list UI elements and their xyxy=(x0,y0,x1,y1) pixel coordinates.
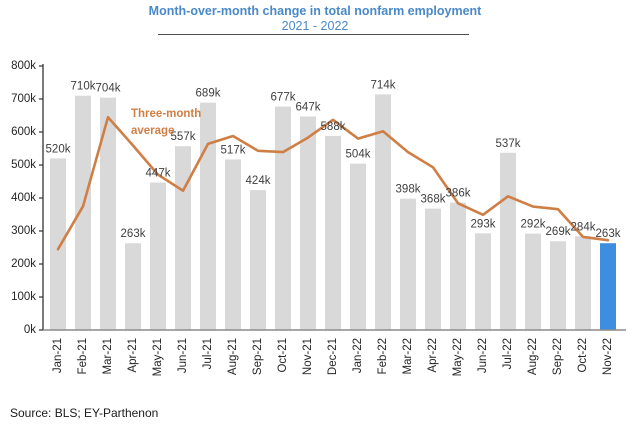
bar-Mar-22 xyxy=(400,198,416,330)
bar-Oct-22 xyxy=(575,236,591,330)
bar-Jun-22 xyxy=(475,233,491,330)
bar-value-label: 537k xyxy=(496,138,521,150)
bar-value-label: 293k xyxy=(471,218,496,230)
bar-Jan-22 xyxy=(350,163,366,330)
x-tick-label: Oct-21 xyxy=(277,338,289,373)
bar-Jan-21 xyxy=(50,158,66,330)
y-tick-label: 700k xyxy=(11,93,36,105)
y-tick-label: 400k xyxy=(11,192,36,204)
bar-value-label: 520k xyxy=(46,143,71,155)
x-tick-label: Jan-21 xyxy=(52,338,64,373)
y-tick-label: 300k xyxy=(11,225,36,237)
chart-title: Month-over-month change in total nonfarm… xyxy=(148,4,482,18)
x-tick-label: Nov-22 xyxy=(602,338,614,375)
bar-value-label: 368k xyxy=(421,194,446,206)
bar-value-label: 704k xyxy=(96,83,121,95)
three-month-average-line xyxy=(56,115,610,251)
bar-value-label: 386k xyxy=(446,188,471,200)
bar-Aug-21 xyxy=(225,159,241,330)
bar-Apr-22 xyxy=(425,208,441,330)
x-tick-label: Feb-22 xyxy=(377,338,389,374)
bar-Nov-21 xyxy=(300,116,316,331)
bar-value-label: 424k xyxy=(246,175,271,187)
bar-value-label: 398k xyxy=(396,184,421,196)
y-tick-label: 0k xyxy=(24,324,36,336)
x-tick-label: Apr-22 xyxy=(427,338,439,373)
x-tick-label: Aug-21 xyxy=(227,338,239,375)
bar-Nov-22 xyxy=(600,243,616,330)
bar-Sep-21 xyxy=(250,190,266,330)
x-tick-label: May-22 xyxy=(452,338,464,376)
bar-Mar-21 xyxy=(100,97,116,331)
bar-value-label: 588k xyxy=(321,121,346,133)
x-tick-label: Jan-22 xyxy=(352,338,364,373)
bar-value-label: 647k xyxy=(296,101,321,113)
bar-value-label: 263k xyxy=(596,228,621,240)
bar-value-label: 292k xyxy=(521,219,546,231)
bar-value-label: 517k xyxy=(221,144,246,156)
bar-value-label: 269k xyxy=(546,226,571,238)
three-month-average-label: Three-month average xyxy=(131,108,201,137)
bar-value-label: 504k xyxy=(346,149,371,161)
bar-Jul-21 xyxy=(200,102,216,330)
x-tick-label: Sep-22 xyxy=(552,338,564,375)
bar-Feb-22 xyxy=(375,94,391,330)
x-tick-label: Jul-21 xyxy=(202,338,214,369)
bar-Jul-22 xyxy=(500,152,516,330)
bar-value-label: 263k xyxy=(121,228,146,240)
bar-Aug-22 xyxy=(525,233,541,330)
x-tick-label: Jun-22 xyxy=(477,338,489,373)
x-tick-label: Nov-21 xyxy=(302,338,314,375)
bar-Feb-21 xyxy=(75,95,91,330)
x-tick-label: Feb-21 xyxy=(77,338,89,374)
x-tick-label: Sep-21 xyxy=(252,338,264,375)
x-tick-label: May-21 xyxy=(152,338,164,376)
bar-Dec-21 xyxy=(325,135,341,330)
bar-value-label: 284k xyxy=(571,221,596,233)
bar-value-label: 447k xyxy=(146,167,171,179)
bar-value-label: 677k xyxy=(271,92,296,104)
bar-Oct-21 xyxy=(275,106,291,330)
x-tick-label: Jun-21 xyxy=(177,338,189,373)
title-underline xyxy=(158,34,469,35)
y-tick-label: 500k xyxy=(11,159,36,171)
y-tick-label: 200k xyxy=(11,258,36,270)
y-tick-label: 100k xyxy=(11,291,36,303)
x-tick-label: Oct-22 xyxy=(577,338,589,373)
bar-May-22 xyxy=(450,202,466,330)
chart-subtitle: 2021 - 2022 xyxy=(281,19,349,33)
source-note: Source: BLS; EY-Parthenon xyxy=(10,406,159,420)
x-tick-label: Dec-21 xyxy=(327,338,339,375)
y-tick-label: 800k xyxy=(11,60,36,72)
bar-value-label: 710k xyxy=(71,81,96,93)
bar-Sep-22 xyxy=(550,241,566,330)
bar-Apr-21 xyxy=(125,243,141,330)
x-tick-label: Mar-21 xyxy=(102,338,114,374)
x-tick-label: Jul-22 xyxy=(502,338,514,369)
bar-Jun-21 xyxy=(175,146,191,330)
bar-value-label: 689k xyxy=(196,88,221,100)
bar-value-label: 557k xyxy=(171,131,196,143)
bar-May-21 xyxy=(150,182,166,330)
x-tick-label: Aug-22 xyxy=(527,338,539,375)
y-tick-label: 600k xyxy=(11,126,36,138)
bar-value-label: 714k xyxy=(371,79,396,91)
x-tick-label: Mar-22 xyxy=(402,338,414,374)
x-tick-label: Apr-21 xyxy=(127,338,139,373)
